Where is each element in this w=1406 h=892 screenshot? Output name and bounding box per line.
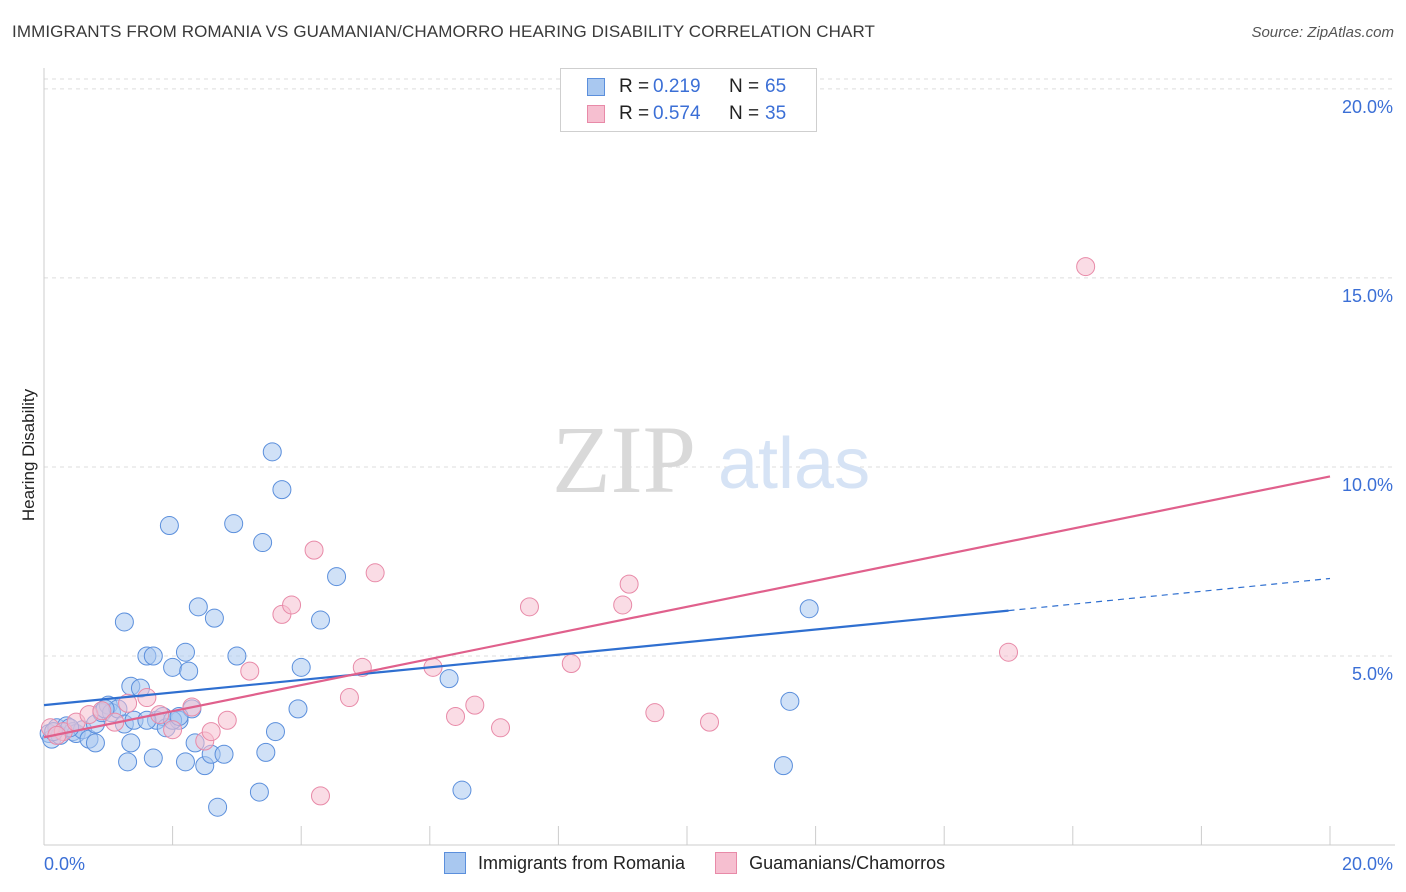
legend-row-guamanian: R = 0.574 N = 35 <box>587 102 786 126</box>
data-point-guamanian <box>519 597 539 617</box>
data-point-guamanian <box>999 642 1018 662</box>
data-point-guamanian <box>118 693 138 713</box>
data-point-romania <box>121 733 141 753</box>
watermark-atlas: atlas <box>718 424 870 504</box>
data-point-romania <box>439 669 459 689</box>
data-point-romania <box>256 742 276 762</box>
legend-item-romania: Immigrants from Romania <box>444 852 685 874</box>
legend-label-romania: Immigrants from Romania <box>478 852 686 873</box>
trend-line-romania-projection <box>1008 577 1331 612</box>
data-point-guamanian <box>201 722 221 742</box>
data-point-guamanian <box>465 695 485 715</box>
legend-r-label: R = <box>619 76 650 97</box>
series-guamanian <box>40 257 1096 806</box>
data-point-romania <box>272 480 292 500</box>
data-point-romania <box>204 608 224 628</box>
data-point-romania <box>85 733 105 753</box>
data-point-romania <box>249 782 269 802</box>
legend-n-value: 35 <box>765 103 787 124</box>
watermark: ZIP atlas <box>552 406 870 513</box>
legend-n-label: N = <box>729 103 760 124</box>
data-point-guamanian <box>282 595 302 615</box>
trend-lines <box>43 475 1331 739</box>
data-point-guamanian <box>339 688 359 708</box>
data-point-romania <box>143 646 163 666</box>
data-point-romania <box>452 780 472 800</box>
data-point-romania <box>175 642 195 662</box>
legend-swatch-blue <box>587 78 605 96</box>
data-point-guamanian <box>700 712 720 732</box>
data-point-guamanian <box>240 661 260 681</box>
data-point-romania <box>262 442 282 462</box>
data-point-guamanian <box>304 540 324 560</box>
y-axis-label: Hearing Disability <box>19 388 38 521</box>
trend-line-guamanian <box>43 475 1331 739</box>
data-point-guamanian <box>491 718 511 738</box>
data-point-guamanian <box>310 786 330 806</box>
legend-r-value: 0.219 <box>653 76 701 97</box>
data-point-romania <box>224 514 244 534</box>
x-tick-label: 0.0% <box>44 854 85 874</box>
source-label: Source: ZipAtlas.com <box>1251 24 1394 41</box>
grid-lines <box>44 78 1395 657</box>
data-point-romania <box>253 533 273 553</box>
data-point-guamanian <box>137 688 157 708</box>
legend-swatch-pink <box>587 105 605 123</box>
data-point-romania <box>310 610 330 630</box>
legend-row-romania: R = 0.219 N = 65 <box>587 75 786 99</box>
legend-item-guamanian: Guamanians/Chamorros <box>715 852 945 874</box>
legend-r-value: 0.574 <box>653 103 701 124</box>
trend-line-romania <box>43 609 1009 707</box>
y-tick-label: 20.0% <box>1342 97 1393 117</box>
axes <box>43 68 1395 846</box>
data-point-romania <box>188 597 208 617</box>
chart-title: IMMIGRANTS FROM ROMANIA VS GUAMANIAN/CHA… <box>12 22 876 41</box>
legend-r-label: R = <box>619 103 650 124</box>
correlation-legend: R = 0.219 N = 65 R = 0.574 N = 35 <box>560 68 817 132</box>
data-point-romania <box>179 661 199 681</box>
data-point-romania <box>159 516 179 536</box>
data-point-guamanian <box>163 720 183 740</box>
data-point-guamanian <box>619 574 639 594</box>
data-point-guamanian <box>92 701 112 721</box>
data-point-guamanian <box>217 710 237 730</box>
series-romania <box>39 442 819 817</box>
legend-label-guamanian: Guamanians/Chamorros <box>749 852 946 873</box>
data-point-guamanian <box>446 706 466 726</box>
y-tick-label: 5.0% <box>1352 664 1393 684</box>
legend-swatch-pink <box>715 852 738 874</box>
data-point-romania <box>265 722 285 742</box>
data-point-guamanian <box>365 563 385 583</box>
data-point-romania <box>208 797 228 817</box>
data-point-romania <box>799 599 819 619</box>
data-point-romania <box>288 699 308 719</box>
legend-n-label: N = <box>729 76 760 97</box>
x-tick-label: 20.0% <box>1342 854 1393 874</box>
data-point-guamanian <box>561 654 581 674</box>
data-point-guamanian <box>1076 257 1096 277</box>
data-point-romania <box>214 744 234 764</box>
data-point-romania <box>773 756 793 776</box>
y-tick-label: 10.0% <box>1342 475 1393 495</box>
data-point-romania <box>118 752 138 772</box>
data-point-romania <box>780 691 800 711</box>
watermark-zip: ZIP <box>552 406 696 513</box>
data-point-guamanian <box>613 595 633 615</box>
data-point-romania <box>114 612 134 632</box>
data-point-romania <box>291 657 311 677</box>
data-point-romania <box>143 748 163 768</box>
legend-swatch-blue <box>444 852 466 874</box>
data-point-romania <box>227 646 247 666</box>
data-point-romania <box>327 567 347 587</box>
y-tick-label: 15.0% <box>1342 286 1393 306</box>
data-point-romania <box>175 752 195 772</box>
series-legend: Immigrants from Romania Guamanians/Chamo… <box>444 852 975 874</box>
data-point-guamanian <box>645 703 665 723</box>
tick-labels: 5.0% 10.0% 15.0% 20.0% 0.0% 20.0% <box>44 97 1393 874</box>
legend-n-value: 65 <box>765 76 787 97</box>
data-point-romania <box>163 657 183 677</box>
